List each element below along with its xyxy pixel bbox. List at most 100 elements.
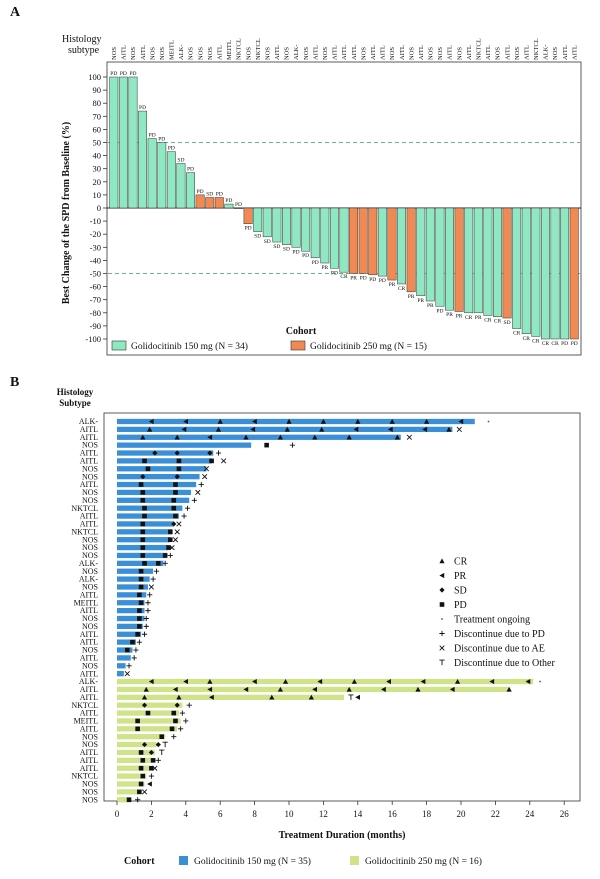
waterfall-histology-label: AITL <box>562 45 569 60</box>
waterfall-y-tick-label: 90 <box>93 85 102 95</box>
discontinue-ae-marker <box>172 537 179 543</box>
swimmer-row-label: NOS <box>82 441 98 450</box>
pr-marker <box>148 418 154 425</box>
pd-marker <box>142 513 147 519</box>
swimmer-x-tick-label: 6 <box>218 809 223 819</box>
pd-marker <box>130 639 135 645</box>
waterfall-bar <box>569 207 579 340</box>
swimmer-row-label: NOS <box>82 622 98 631</box>
waterfall-bar-label: PR <box>321 265 328 271</box>
waterfall-bar-label: SD <box>206 192 213 198</box>
waterfall-bar <box>531 207 541 337</box>
waterfall-y-tick-label: -70 <box>90 295 101 305</box>
waterfall-bar <box>243 207 253 224</box>
discontinue-pd-marker <box>148 773 154 779</box>
waterfall-bar <box>329 207 339 269</box>
discontinue-pd-marker <box>179 710 185 716</box>
swimmer-x-tick-label: 18 <box>422 809 432 819</box>
cr-marker <box>282 678 289 684</box>
waterfall-bar <box>339 207 349 273</box>
cr-marker <box>277 434 283 440</box>
waterfall-bar <box>512 207 522 329</box>
pd-marker <box>137 592 142 598</box>
histology-header-a-line2: subtype <box>68 45 100 56</box>
cr-marker <box>277 686 283 692</box>
swimmer-row-label: NOS <box>82 795 98 804</box>
pd-marker <box>138 576 144 582</box>
panel-b-label: B <box>10 375 19 390</box>
waterfall-y-tick-label: -80 <box>90 308 101 318</box>
waterfall-histology-label: MEITL <box>169 40 176 60</box>
pr-marker <box>525 678 531 685</box>
swimmer-row-label: AITL <box>80 693 98 702</box>
sd-marker <box>152 450 158 456</box>
discontinue-pd-marker <box>145 600 151 606</box>
cr-marker <box>174 434 180 440</box>
waterfall-bar <box>320 207 330 264</box>
pd-marker <box>171 505 177 511</box>
waterfall-y-tick-label: -40 <box>90 255 101 265</box>
cr-marker <box>269 694 275 700</box>
waterfall-y-tick-label: 20 <box>93 177 102 187</box>
waterfall-bar-label: PD <box>187 167 194 173</box>
cr-marker <box>424 418 430 424</box>
pd-marker <box>135 726 140 732</box>
cr-marker <box>446 426 452 432</box>
legend-swatch-250-b <box>350 856 359 865</box>
swimmer-row-label: AITL <box>80 669 98 678</box>
waterfall-bar-label: SD <box>283 247 290 253</box>
waterfall-y-tick-label: -10 <box>90 216 101 226</box>
swimmer-x-tick-label: 26 <box>560 809 570 819</box>
legend-swatch-250 <box>290 340 306 351</box>
pd-marker <box>264 442 269 448</box>
sd-marker <box>141 702 148 708</box>
discontinue-pd-marker <box>141 631 148 637</box>
waterfall-histology-label: NKTCL <box>236 38 243 60</box>
cr-marker <box>286 418 292 424</box>
pd-marker <box>176 458 182 464</box>
swimmer-legend: Cohort Golidocitinib 150 mg (N = 35) Gol… <box>124 856 482 867</box>
waterfall-histology-label: NOS <box>284 47 291 60</box>
swimmer-row-label: NKTCL <box>71 504 98 513</box>
discontinue-other-marker <box>348 694 354 700</box>
waterfall-bar-label: PD <box>225 198 232 204</box>
waterfall-bar <box>310 207 320 259</box>
waterfall-bar-label: PD <box>369 277 376 283</box>
swimmer-row-label: NOS <box>82 732 98 741</box>
swimmer-bar <box>117 749 155 756</box>
cr-marker <box>141 694 148 700</box>
waterfall-bar <box>291 207 301 248</box>
waterfall-bar <box>272 207 282 243</box>
swimmer-x-axis-label: Treatment Duration (months) <box>279 830 406 841</box>
sd-marker <box>174 474 180 480</box>
waterfall-histology-label: AITL <box>140 45 147 60</box>
sd-marker <box>439 587 445 593</box>
pd-marker <box>145 710 151 716</box>
waterfall-histology-label: AITL <box>418 45 425 60</box>
discontinue-ae-marker <box>176 521 182 527</box>
waterfall-y-tick-label: 70 <box>93 111 102 121</box>
swimmer-x-tick-label: 10 <box>285 809 295 819</box>
swimmer-bar <box>117 434 401 440</box>
discontinue-ae-marker <box>124 671 130 677</box>
pr-marker <box>386 678 391 685</box>
waterfall-histology-label: NOS <box>552 47 559 60</box>
swimmer-bar <box>117 450 214 456</box>
swimmer-row-label: NKTCL <box>71 772 98 781</box>
swimmer-bar <box>117 765 150 771</box>
waterfall-y-tick-label: 100 <box>88 72 101 82</box>
waterfall-plot-frame <box>106 61 582 356</box>
swimmer-bar <box>117 718 181 724</box>
pd-marker <box>140 758 146 763</box>
waterfall-bar-label: PD <box>436 308 443 314</box>
swimmer-row-label: AITL <box>80 512 98 521</box>
waterfall-histology-label: NOS <box>322 47 329 60</box>
waterfall-bar <box>368 207 378 276</box>
event-legend-label: Treatment ongoing <box>454 615 530 626</box>
waterfall-histology-label: ALK- <box>293 44 300 60</box>
pd-marker <box>168 537 173 542</box>
swimmer-bar <box>117 418 475 425</box>
cr-marker <box>439 558 445 564</box>
